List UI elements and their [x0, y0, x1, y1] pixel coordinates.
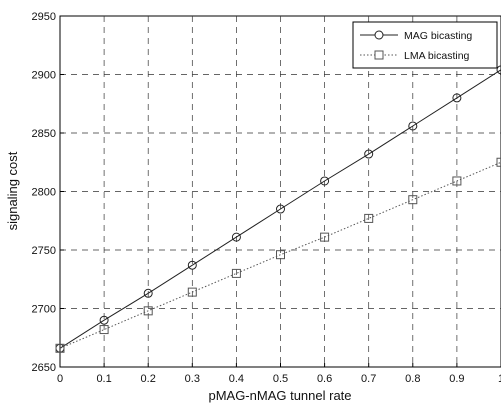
data-point-lma [99, 325, 109, 335]
x-tick-label: 0.4 [229, 373, 244, 385]
x-tick-label: 0.3 [185, 373, 200, 385]
data-point-lma [187, 287, 197, 297]
data-point-lma [55, 343, 65, 353]
y-tick-label: 2900 [32, 70, 56, 82]
data-point-lma [276, 250, 285, 260]
data-point-lma [364, 213, 374, 223]
legend-box [352, 21, 498, 69]
legend-marker-lma [374, 50, 384, 60]
legend-label-mag: MAG bicasting [404, 30, 472, 42]
legend-marker-mag [374, 30, 384, 40]
data-point-mag [408, 121, 418, 131]
data-point-mag [143, 288, 153, 298]
x-tick-label: 0.1 [96, 373, 111, 385]
x-axis-label: pMAG-nMAG tunnel rate [208, 388, 351, 403]
axes: 0 0.1 0.2 0.3 0.4 0.5 0.6 0.7 0.8 0.9 1 2650 2700 275… [32, 11, 501, 385]
data-point-lma [496, 157, 501, 167]
data-point-mag [452, 93, 462, 103]
y-tick-label: 2650 [32, 362, 56, 374]
x-tick-label: 0.5 [273, 373, 288, 385]
data-point-mag [99, 315, 109, 325]
data-point-mag [187, 260, 197, 270]
data-point-lma [320, 232, 330, 242]
y-tick-label: 2950 [32, 11, 56, 23]
grid-lines [60, 16, 501, 367]
legend-label-lma: LMA bicasting [404, 50, 470, 62]
data-point-mag [231, 232, 241, 242]
data-point-mag [276, 204, 285, 214]
y-tick-label: 2800 [32, 187, 56, 199]
x-tick-label: 0.8 [405, 373, 420, 385]
x-tick-label: 1 [498, 373, 501, 385]
y-tick-label: 2850 [32, 128, 56, 140]
data-point-lma [408, 195, 418, 205]
x-tick-label: 0.6 [317, 373, 332, 385]
data-point-lma [231, 268, 241, 278]
data-point-lma [452, 176, 462, 186]
data-point-mag [320, 176, 330, 186]
data-point-mag [364, 149, 374, 159]
legend: MAG bicasting LMA bicasting [352, 21, 498, 69]
x-tick-label: 0.7 [361, 373, 376, 385]
x-tick-label: 0.9 [449, 373, 464, 385]
data-point-lma [143, 306, 153, 316]
y-tick-label: 2750 [32, 245, 56, 257]
x-tick-label: 0 [57, 373, 63, 385]
series-layer [55, 65, 501, 353]
y-axis-label: signaling cost [5, 151, 20, 230]
data-point-mag [496, 65, 501, 75]
y-tick-label: 2700 [32, 304, 56, 316]
series-line-mag [59, 69, 501, 349]
x-tick-label: 0.2 [141, 373, 156, 385]
